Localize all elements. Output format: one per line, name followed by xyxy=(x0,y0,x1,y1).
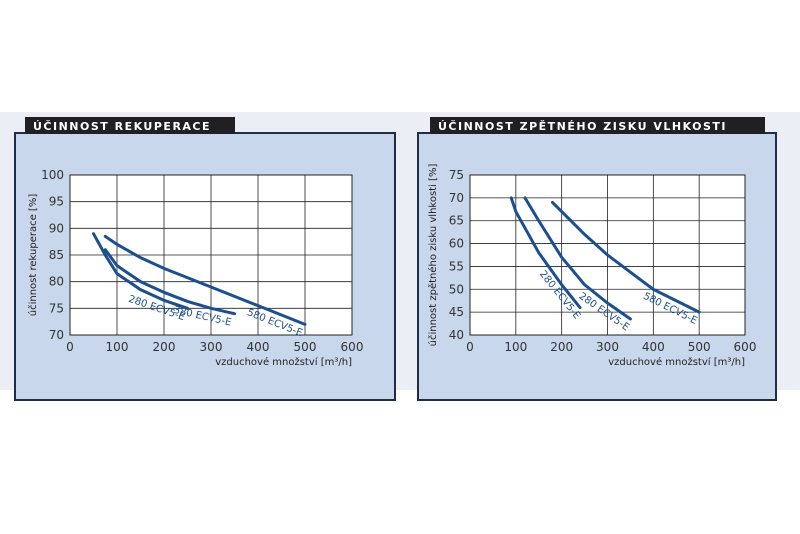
y-tick-label: 70 xyxy=(49,328,64,342)
y-tick-label: 80 xyxy=(49,275,64,289)
x-tick-label: 300 xyxy=(200,340,223,354)
x-tick-label: 0 xyxy=(66,340,74,354)
line-series xyxy=(523,196,632,321)
line-series xyxy=(92,232,189,310)
line-series xyxy=(103,248,236,316)
title-tab xyxy=(25,117,235,134)
x-tick-label: 200 xyxy=(550,340,573,354)
title-tab xyxy=(430,117,765,134)
x-tick-label: 100 xyxy=(106,340,129,354)
line-series xyxy=(551,200,701,314)
y-tick-label: 75 xyxy=(49,301,64,315)
chart-title: ÚČINNOST ZPĚTNÉHO ZISKU VLHKOSTI xyxy=(438,120,727,133)
x-tick-label: 600 xyxy=(734,340,757,354)
chart-title: ÚČINNOST REKUPERACE xyxy=(33,120,211,133)
y-tick-label: 65 xyxy=(449,214,464,228)
x-tick-label: 400 xyxy=(642,340,665,354)
x-tick-label: 300 xyxy=(596,340,619,354)
x-tick-label: 200 xyxy=(153,340,176,354)
x-tick-label: 600 xyxy=(341,340,364,354)
y-tick-label: 75 xyxy=(449,168,464,182)
x-axis-label: vzduchové množství [m³/h] xyxy=(608,356,745,368)
y-axis-label: účinnost zpětného zisku vlhkosti [%] xyxy=(427,164,439,347)
y-tick-label: 95 xyxy=(49,195,64,209)
x-tick-label: 0 xyxy=(466,340,474,354)
y-tick-label: 55 xyxy=(449,259,464,273)
y-tick-label: 85 xyxy=(49,248,64,262)
y-tick-label: 45 xyxy=(449,305,464,319)
line-series xyxy=(103,234,307,326)
x-axis-label: vzduchové množství [m³/h] xyxy=(215,356,352,368)
x-tick-label: 400 xyxy=(247,340,270,354)
x-tick-label: 500 xyxy=(294,340,317,354)
y-tick-label: 90 xyxy=(49,221,64,235)
y-tick-label: 100 xyxy=(41,168,64,182)
y-tick-label: 50 xyxy=(449,282,464,296)
y-tick-label: 70 xyxy=(449,191,464,205)
line-series xyxy=(509,196,582,310)
x-tick-label: 100 xyxy=(504,340,527,354)
y-tick-label: 40 xyxy=(449,328,464,342)
x-tick-label: 500 xyxy=(688,340,711,354)
y-axis-label: účinnost rekuperace [%] xyxy=(27,194,39,317)
y-tick-label: 60 xyxy=(449,237,464,251)
